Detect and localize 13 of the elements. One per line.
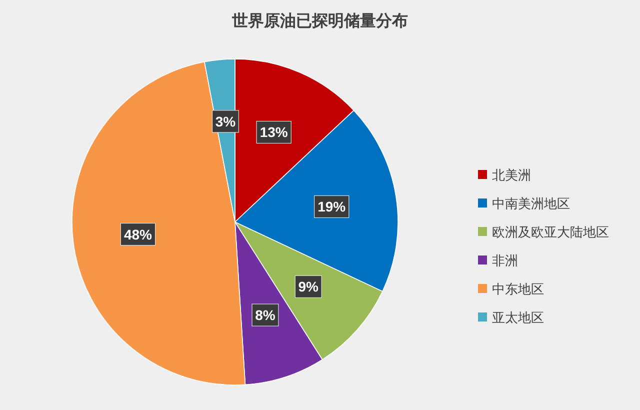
legend-label: 北美洲 <box>492 168 531 182</box>
legend-label: 中南美洲地区 <box>492 196 570 211</box>
legend-label: 非洲 <box>492 253 518 268</box>
legend-label: 欧洲及欧亚大陆地区 <box>492 224 609 240</box>
legend-label: 亚太地区 <box>492 310 544 325</box>
legend-label: 中东地区 <box>492 282 544 296</box>
data-label: 3% <box>215 113 236 130</box>
data-label: 48% <box>124 226 153 242</box>
data-label: 8% <box>255 307 276 324</box>
data-label: 9% <box>298 278 320 295</box>
data-label: 19% <box>318 198 346 215</box>
data-label: 13% <box>260 124 288 140</box>
chart-title: 世界原油已探明储量分布 <box>231 12 408 30</box>
